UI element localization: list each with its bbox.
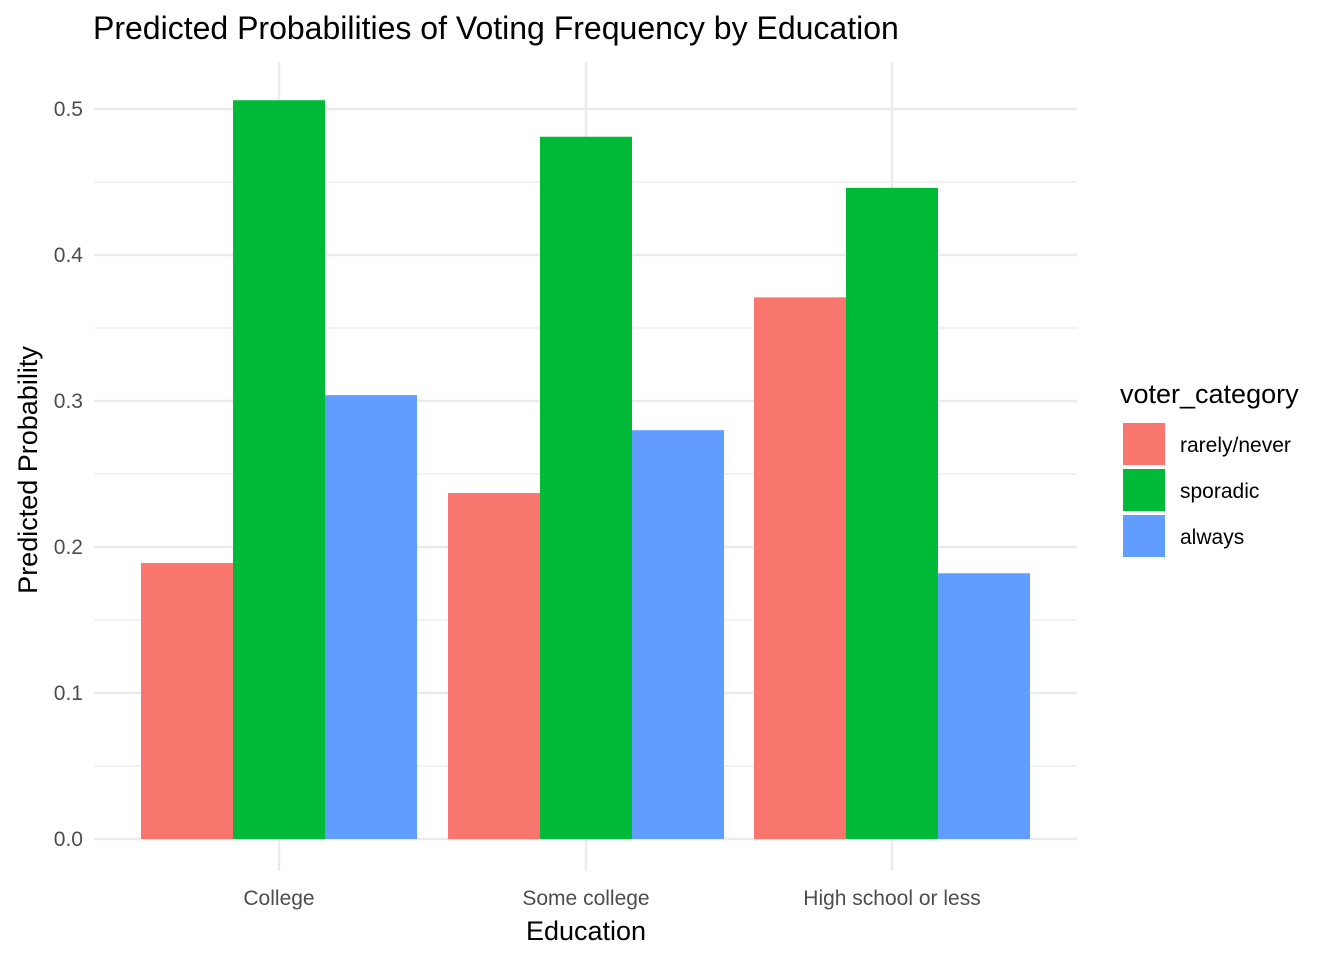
y-tick-label: 0.5 bbox=[54, 98, 83, 121]
bar-rarely-never-college bbox=[141, 563, 233, 839]
y-tick-label: 0.1 bbox=[54, 682, 83, 705]
y-tick-label: 0.4 bbox=[54, 244, 84, 267]
bar-sporadic-high-school-or-less bbox=[846, 187, 938, 840]
bar-always-college bbox=[325, 395, 417, 839]
bar-rarely-never-high-school-or-less bbox=[754, 297, 846, 840]
bar-rarely-never-some-college bbox=[448, 492, 540, 839]
bar-always-high-school-or-less bbox=[938, 573, 1030, 839]
x-tick-label: Some college bbox=[522, 887, 649, 910]
bars bbox=[141, 100, 1030, 840]
legend-key bbox=[1123, 469, 1165, 511]
bar-always-some-college bbox=[632, 430, 724, 839]
x-axis-ticks: College Some college High school or less bbox=[243, 887, 980, 910]
y-axis-title: Predicted Probability bbox=[13, 346, 43, 594]
y-axis-ticks: 0.0 0.1 0.2 0.3 0.4 0.5 bbox=[54, 98, 84, 851]
bar-sporadic-college bbox=[233, 100, 325, 840]
x-tick-label: College bbox=[243, 887, 314, 910]
legend-label: rarely/never bbox=[1180, 434, 1291, 457]
y-tick-label: 0.2 bbox=[54, 536, 83, 559]
y-tick-label: 0.0 bbox=[54, 828, 83, 851]
legend-key bbox=[1123, 423, 1165, 465]
chart-title: Predicted Probabilities of Voting Freque… bbox=[93, 10, 899, 46]
legend-title: voter_category bbox=[1120, 379, 1299, 409]
x-axis-title: Education bbox=[526, 916, 646, 946]
legend-key bbox=[1123, 515, 1165, 557]
legend-label: sporadic bbox=[1180, 480, 1259, 503]
legend-label: always bbox=[1180, 526, 1244, 549]
y-tick-label: 0.3 bbox=[54, 390, 83, 413]
bar-sporadic-some-college bbox=[540, 136, 632, 840]
x-tick-label: High school or less bbox=[803, 887, 980, 910]
legend: voter_category rarely/never sporadic alway… bbox=[1120, 379, 1299, 557]
